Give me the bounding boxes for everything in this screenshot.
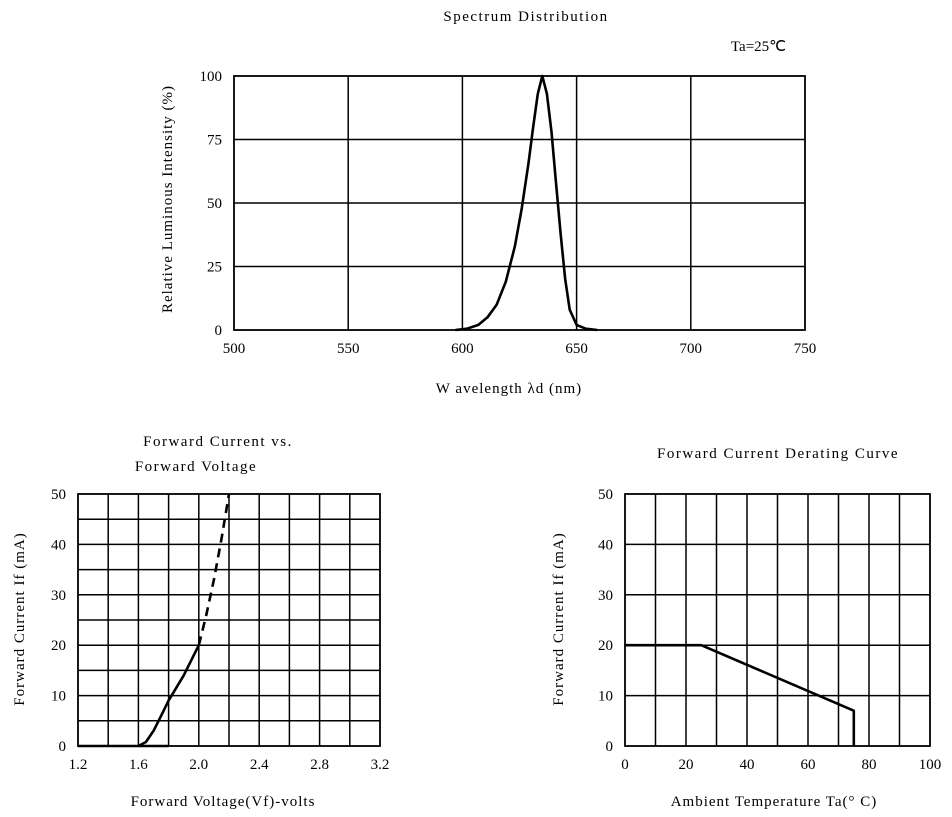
series-line-3	[197, 493, 231, 646]
chart-2: 1.2 1.6 2.0 2.4 2.8 3.2 0 10 20 30 40 50 Forward Cur…	[12, 434, 389, 810]
x-axis-label: Forward Voltage(Vf)-volts	[131, 794, 316, 810]
x-tick-label: 80	[862, 757, 877, 773]
x-tick-label: 2.0	[189, 757, 208, 773]
series-line-1	[625, 643, 856, 746]
x-tick-label: 40	[740, 757, 755, 773]
y-tick-label: 50	[598, 487, 613, 503]
y-tick-label: 50	[207, 196, 222, 212]
y-tick-label: 75	[207, 133, 222, 149]
chart-title: Forward Current Derating Curve	[657, 446, 899, 462]
x-tick-label: 3.2	[371, 757, 390, 773]
y-tick-label: 20	[598, 638, 613, 654]
y-tick-label: 0	[606, 739, 614, 755]
x-tick-label: 550	[337, 341, 360, 357]
x-tick-label: 20	[679, 757, 694, 773]
x-tick-label: 500	[223, 341, 246, 357]
y-tick-label: 40	[598, 537, 613, 553]
y-tick-label: 100	[200, 69, 223, 85]
x-tick-label: 700	[680, 341, 703, 357]
x-tick-label: 2.8	[310, 757, 329, 773]
y-tick-label: 10	[51, 689, 66, 705]
y-axis-label: Relative Luminous Intensity (%)	[160, 85, 176, 313]
x-tick-label: 60	[801, 757, 816, 773]
x-tick-label: 750	[794, 341, 817, 357]
x-tick-label: 650	[565, 341, 588, 357]
chart-title: Spectrum Distribution	[443, 9, 608, 25]
y-axis-label: Forward Current If (mA)	[12, 532, 28, 705]
x-tick-label: 1.2	[69, 757, 88, 773]
y-tick-label: 30	[598, 588, 613, 604]
chart-annotation: Ta=25℃	[731, 39, 786, 55]
y-axis-label: Forward Current If (mA)	[551, 532, 567, 705]
y-tick-label: 30	[51, 588, 66, 604]
series-line-1	[455, 74, 598, 332]
chart-title: Forward Voltage	[135, 459, 257, 475]
y-tick-label: 20	[51, 638, 66, 654]
x-axis-label: W avelength λd (nm)	[436, 381, 582, 397]
plot-frame	[233, 75, 806, 331]
plot-frame	[624, 493, 931, 747]
x-tick-label: 100	[919, 757, 942, 773]
y-tick-label: 10	[598, 689, 613, 705]
y-tick-label: 40	[51, 537, 66, 553]
y-tick-label: 50	[51, 487, 66, 503]
y-tick-label: 0	[215, 323, 223, 339]
x-axis-label: Ambient Temperature Ta(° C)	[671, 794, 878, 810]
y-tick-label: 0	[59, 739, 67, 755]
chart-1: 500 550 600 650 700 750 0 25 50 75 100 Spectrum Dis…	[160, 9, 816, 397]
x-tick-label: 600	[451, 341, 474, 357]
x-tick-label: 1.6	[129, 757, 148, 773]
y-tick-label: 25	[207, 260, 222, 276]
chart-title: Forward Current vs.	[143, 434, 293, 450]
x-tick-label: 2.4	[250, 757, 269, 773]
x-tick-label: 0	[621, 757, 629, 773]
chart-3: 0 20 40 60 80 100 0 10 20 30 40 50 Forward Current D…	[551, 446, 941, 810]
